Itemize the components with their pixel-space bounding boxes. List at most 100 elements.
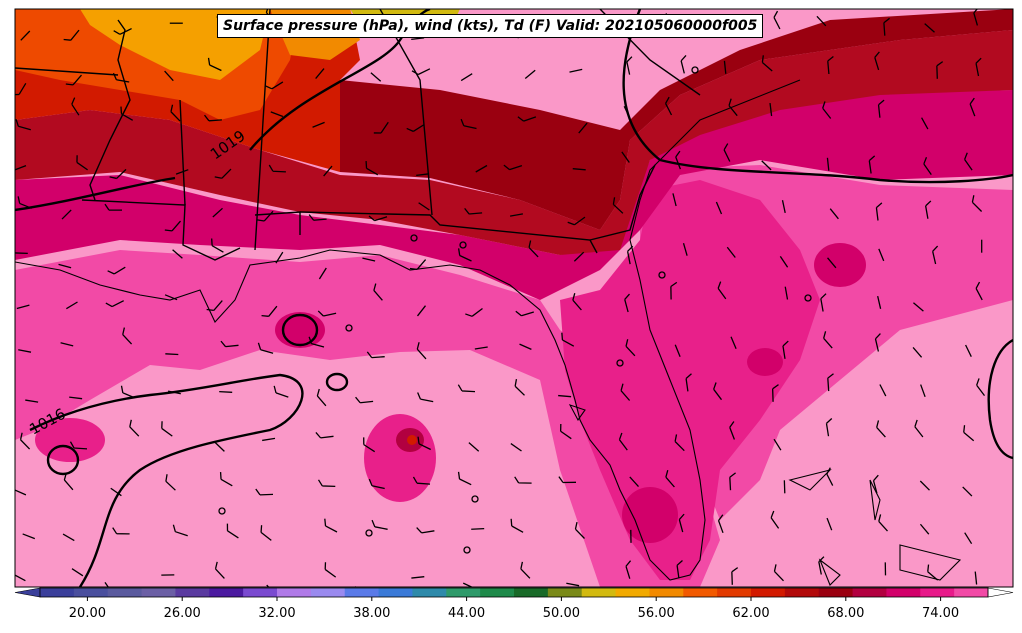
wind-barb	[872, 474, 879, 494]
wind-barb	[368, 215, 388, 222]
wind-barb	[514, 379, 525, 396]
wind-barb	[784, 286, 789, 300]
wind-barb	[257, 342, 274, 354]
wind-barb	[416, 305, 427, 317]
offshore-moist-max	[407, 435, 417, 445]
colorbar-swatch	[141, 588, 176, 597]
wind-barb	[965, 344, 972, 357]
colorbar-frame	[39, 587, 989, 598]
wind-barb	[560, 424, 572, 440]
isobar-east-edge	[987, 338, 1013, 460]
wind-barb	[120, 385, 136, 399]
wind-barb	[175, 169, 189, 175]
wind-barb	[411, 576, 425, 579]
wind-barb	[465, 307, 483, 317]
isobar-1019-east	[622, 9, 1013, 184]
wind-barb	[324, 518, 338, 533]
wind-barb	[675, 150, 682, 170]
isobar-low-ring	[281, 313, 319, 347]
wind-barb	[927, 564, 939, 581]
colorbar-swatch	[547, 588, 583, 597]
wind-barb	[715, 201, 723, 215]
calm-wind-markers	[218, 66, 812, 554]
wind-barb	[914, 419, 924, 438]
wind-barb	[682, 243, 688, 256]
wind-barb	[558, 394, 572, 398]
colorbar-swatch	[175, 588, 210, 597]
wind-barb	[826, 157, 830, 171]
wind-barb	[665, 96, 673, 116]
state-borders	[15, 9, 701, 261]
wind-barb	[411, 68, 431, 76]
wind-barb	[15, 567, 26, 582]
wind-barb	[515, 310, 534, 317]
wind-barb	[315, 431, 334, 439]
florida-land-dewpoint	[560, 180, 820, 580]
wind-barb	[730, 336, 737, 349]
wind-barb	[211, 238, 224, 253]
wind-barb	[975, 281, 983, 301]
wind-barb	[976, 378, 986, 396]
isobar-1019	[15, 176, 176, 212]
wind-barb	[923, 156, 932, 175]
wind-barb	[373, 283, 383, 301]
wind-barb	[621, 151, 630, 163]
wind-barb	[63, 472, 74, 491]
wind-barb	[877, 295, 882, 309]
wind-barb	[170, 104, 181, 122]
wind-barb	[919, 480, 930, 491]
wind-barb	[207, 57, 222, 72]
wind-barb	[324, 562, 337, 578]
wind-barb	[105, 300, 124, 308]
wind-barb	[165, 353, 179, 356]
wind-barb	[457, 248, 472, 262]
wind-barb	[723, 60, 727, 74]
wind-barb	[262, 437, 276, 442]
wind-barb	[19, 432, 31, 450]
map-frame	[14, 8, 1014, 588]
wind-barb	[71, 568, 84, 577]
wind-barb	[773, 10, 781, 30]
wind-barb	[66, 301, 78, 310]
wind-barb	[475, 164, 488, 173]
wind-barb	[65, 74, 82, 86]
wind-barb	[823, 331, 833, 349]
colorbar-ticks	[86, 597, 942, 601]
colorbar-tick-label: 68.00	[827, 606, 865, 621]
wind-barb	[624, 293, 630, 313]
colorbar-swatch	[514, 588, 549, 597]
wind-barb	[574, 521, 585, 539]
wind-barb	[726, 246, 736, 258]
wind-barb	[818, 556, 825, 575]
wind-barb	[17, 196, 32, 209]
wind-barb	[69, 396, 83, 400]
wind-barb	[416, 173, 430, 177]
wind-barb	[826, 467, 834, 486]
wind-barb	[773, 564, 784, 582]
wind-barb	[878, 248, 885, 262]
wind-barb	[779, 256, 789, 268]
wind-barb	[416, 527, 435, 534]
wind-barb	[626, 245, 634, 265]
wind-barb	[457, 471, 472, 486]
wind-barb	[964, 152, 973, 171]
wind-barb	[567, 216, 586, 226]
wind-barb	[460, 73, 473, 82]
wind-barb	[569, 68, 583, 73]
wind-barb	[510, 518, 524, 533]
wind-barb	[578, 122, 588, 134]
gulf-coast-land-dewpoint	[15, 90, 1013, 300]
wind-barb	[781, 200, 786, 214]
wind-barb	[418, 202, 430, 211]
inland-dewpoint-dark	[15, 30, 1013, 255]
colorbar-swatch	[480, 588, 515, 597]
colorbar-swatch	[209, 588, 244, 597]
wind-barb	[122, 327, 133, 345]
colorbar-tick-label: 20.00	[68, 606, 106, 621]
wind-barb	[771, 384, 779, 402]
wind-barb	[826, 517, 833, 531]
wind-barb	[212, 207, 223, 218]
wind-barb	[670, 281, 678, 300]
wind-barb	[63, 29, 80, 41]
wind-barb	[110, 487, 122, 497]
